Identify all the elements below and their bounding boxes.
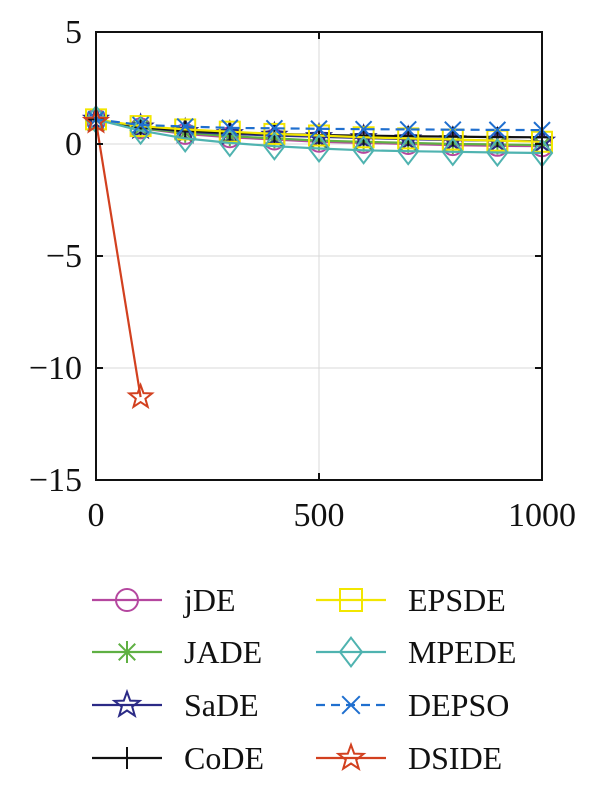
legend-item-dside: DSIDE	[316, 740, 502, 776]
marker-shape	[221, 119, 239, 137]
legend-marker	[341, 695, 361, 715]
marker-shape	[338, 636, 364, 668]
marker-shape	[488, 121, 507, 139]
marker-shape	[115, 588, 139, 612]
axis-ticks: 50−5−10−150 500 1000	[29, 14, 576, 534]
y-tick-label: −10	[29, 350, 82, 387]
x-tick-label: 500	[294, 497, 345, 534]
data-point-mpede	[486, 137, 509, 168]
y-tick-label: 5	[65, 14, 82, 51]
marker-shape	[341, 695, 361, 715]
marker-shape	[335, 741, 367, 772]
legend-label: SaDE	[184, 687, 259, 723]
data-point-mpede	[352, 135, 375, 165]
legend-item-depso: DEPSO	[316, 687, 509, 723]
data-point-epsde	[218, 120, 241, 143]
data-point-depso	[399, 120, 417, 139]
data-point-epsde	[308, 124, 330, 147]
legend-marker	[116, 641, 138, 663]
data-point-mpede	[263, 131, 286, 161]
data-point-epsde	[352, 126, 375, 149]
data-point-depso	[354, 120, 373, 138]
marker-shape	[352, 126, 375, 149]
legend-marker	[338, 636, 364, 668]
series-line-dside	[94, 121, 142, 398]
legend-label: jDE	[183, 582, 236, 618]
legend-item-sade: SaDE	[92, 687, 259, 723]
marker-shape	[263, 131, 286, 161]
data-point-depso	[265, 119, 284, 138]
data-point-mpede	[396, 136, 420, 166]
marker-shape	[441, 137, 465, 167]
legend-label: JADE	[184, 634, 262, 670]
legend-marker	[115, 588, 139, 612]
marker-shape	[399, 120, 417, 139]
data-point-depso	[488, 121, 507, 139]
marker-shape	[307, 133, 331, 164]
legend-item-code: CoDE	[92, 740, 264, 776]
data-point-epsde	[263, 122, 286, 145]
marker-shape	[339, 588, 363, 612]
data-point-dside	[126, 382, 155, 410]
grid-lines	[95, 31, 543, 481]
data-point-depso	[221, 119, 239, 137]
legend-item-epsde: EPSDE	[316, 582, 506, 618]
data-point-depso	[444, 120, 462, 139]
data-point-depso	[176, 117, 194, 136]
y-tick-label: 0	[65, 126, 82, 163]
y-tick-label: −15	[29, 462, 82, 499]
legend-item-mpede: MPEDE	[316, 634, 516, 670]
data-point-mpede	[218, 128, 242, 158]
marker-shape	[396, 136, 420, 166]
data-point-depso	[131, 116, 150, 134]
legend-marker	[335, 741, 367, 772]
marker-shape	[486, 137, 509, 168]
legend-label: EPSDE	[408, 582, 506, 618]
data-point-mpede	[307, 133, 331, 164]
legend-label: MPEDE	[408, 634, 516, 670]
marker-shape	[118, 643, 136, 661]
marker-shape	[218, 120, 241, 143]
marker-shape	[265, 119, 284, 138]
marker-shape	[263, 122, 286, 145]
y-tick-label: −5	[46, 238, 82, 275]
data-point-depso	[310, 120, 328, 138]
legend-label: DSIDE	[408, 740, 502, 776]
marker-shape	[126, 382, 155, 410]
marker-shape	[308, 124, 330, 147]
x-tick-label: 0	[88, 497, 105, 534]
marker-shape	[354, 120, 373, 138]
marker-shape	[176, 117, 194, 136]
legend-label: DEPSO	[408, 687, 509, 723]
legend-item-jade: JADE	[92, 634, 262, 670]
marker-shape	[352, 135, 375, 165]
legend-marker	[339, 588, 363, 612]
marker-shape	[218, 128, 242, 158]
marker-shape	[131, 116, 150, 134]
marker-shape	[111, 688, 143, 719]
marker-shape	[444, 120, 462, 139]
data-point-mpede	[441, 137, 465, 167]
legend-marker	[116, 747, 138, 769]
legend-item-jde: jDE	[92, 582, 236, 618]
x-tick-label: 1000	[508, 497, 576, 534]
legend-label: CoDE	[184, 740, 264, 776]
series-line-mpede	[95, 118, 543, 155]
marker-shape	[310, 120, 328, 138]
legend-marker	[111, 688, 143, 719]
legend: jDE JADE SaDE CoDE EPSDE MPEDE DEPSO DSIDE	[92, 582, 516, 776]
